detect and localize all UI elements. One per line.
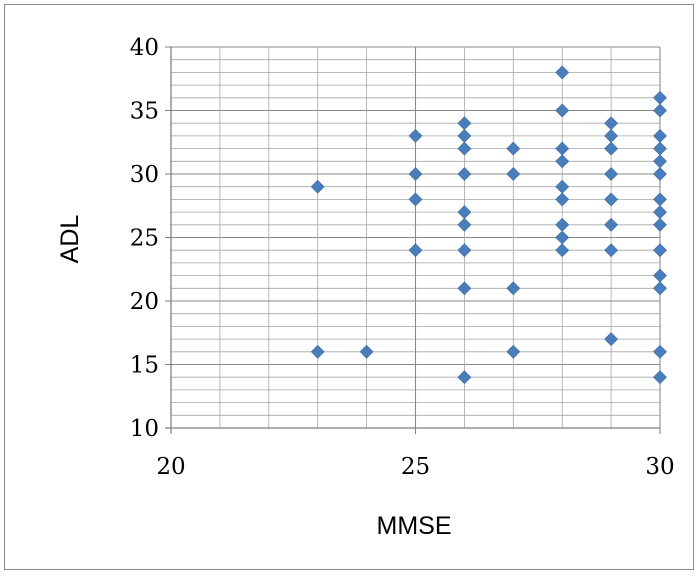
data-point [457,205,472,220]
data-point [506,167,521,181]
data-point [604,128,619,143]
data-point [408,192,423,207]
data-point [653,217,667,232]
y-tick-label: 40 [130,35,159,61]
scatter-chart: 10 15 20 25 30 35 40 20 25 30 ADL MMSE [56,35,675,540]
data-point [457,128,472,143]
x-axis-ticks: 20 25 30 [156,428,675,480]
data-point [604,332,619,347]
data-point [653,154,667,169]
data-point [604,243,619,258]
data-point [310,179,325,194]
data-point [653,128,667,143]
data-point [457,370,472,385]
data-point [653,243,667,258]
data-point [555,103,570,118]
data-point [457,217,472,232]
data-point [555,230,570,245]
grid-lines [170,46,661,429]
data-point [457,141,472,156]
data-point [653,167,667,181]
data-point [359,344,374,359]
data-point [653,90,667,105]
y-axis-ticks: 10 15 20 25 30 35 40 [130,35,171,442]
x-axis-title: MMSE [377,512,452,540]
data-point [604,217,619,232]
data-point [457,243,472,258]
data-point [604,192,619,207]
chart-frame: 10 15 20 25 30 35 40 20 25 30 ADL MMSE [4,4,694,570]
axes [165,47,660,434]
x-tick-label: 30 [645,454,674,480]
y-tick-label: 20 [130,289,159,315]
data-points [310,65,667,385]
data-point [653,103,667,118]
data-point [408,243,423,258]
y-tick-label: 35 [130,99,159,125]
data-point [555,243,570,258]
data-point [555,179,570,194]
data-point [457,167,472,181]
data-point [408,128,423,143]
data-point [653,370,667,385]
data-point [555,65,570,80]
data-point [653,141,667,156]
data-point [653,268,667,283]
data-point [653,344,667,359]
data-point [310,344,325,359]
y-tick-label: 10 [130,416,159,442]
data-point [653,205,667,220]
data-point [604,141,619,156]
data-point [408,167,423,181]
y-tick-label: 15 [130,353,159,379]
data-point [555,141,570,156]
y-tick-label: 30 [130,162,159,188]
y-tick-label: 25 [130,226,159,252]
data-point [506,344,521,359]
data-point [506,281,521,296]
data-point [555,217,570,232]
data-point [653,281,667,296]
x-tick-label: 25 [401,454,430,480]
data-point [604,167,619,181]
y-axis-title: ADL [56,215,84,264]
x-tick-label: 20 [156,454,185,480]
data-point [457,281,472,296]
data-point [457,116,472,131]
data-point [506,141,521,156]
data-point [653,192,667,207]
data-point [555,192,570,207]
data-point [604,116,619,131]
data-point [555,154,570,169]
